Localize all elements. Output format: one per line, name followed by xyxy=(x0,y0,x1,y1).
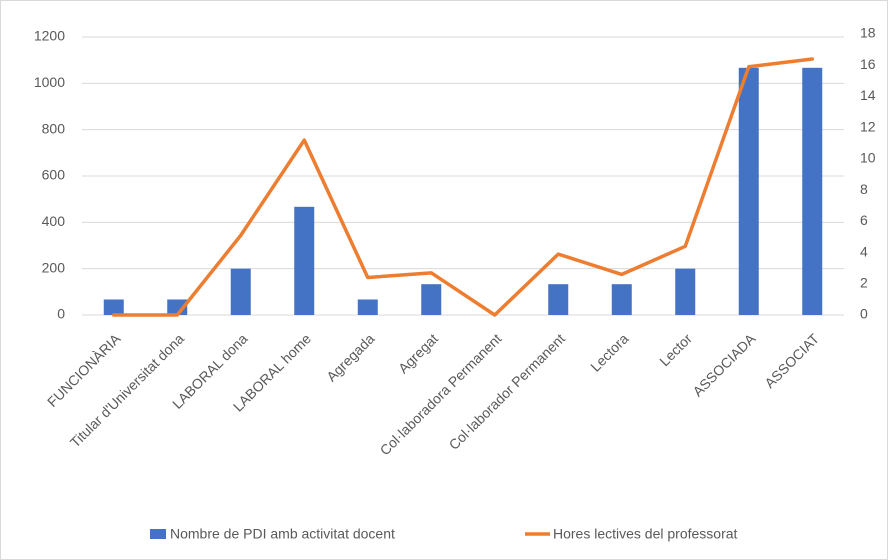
bar xyxy=(802,67,823,315)
bar xyxy=(357,299,378,315)
bar xyxy=(230,268,251,315)
y2-tick-label: 2 xyxy=(860,274,868,290)
legend-label: Nombre de PDI amb activitat docent xyxy=(170,526,395,542)
bar xyxy=(738,67,759,315)
y2-tick-label: 16 xyxy=(860,56,876,72)
y2-tick-label: 12 xyxy=(860,118,876,134)
y2-tick-label: 10 xyxy=(860,150,876,166)
bar xyxy=(421,284,442,315)
y-tick-label: 1200 xyxy=(34,28,65,44)
y2-tick-label: 4 xyxy=(860,243,868,259)
bar xyxy=(611,284,632,315)
y2-tick-label: 18 xyxy=(860,25,876,41)
y2-tick-label: 6 xyxy=(860,212,868,228)
y2-tick-label: 8 xyxy=(860,181,868,197)
bar xyxy=(103,299,124,315)
y2-tick-label: 0 xyxy=(860,306,868,322)
y-tick-label: 0 xyxy=(57,306,65,322)
legend-swatch xyxy=(150,529,166,539)
bar xyxy=(548,284,569,315)
y-tick-label: 1000 xyxy=(34,74,65,90)
bar xyxy=(294,206,315,315)
y-tick-label: 400 xyxy=(42,213,66,229)
line xyxy=(112,57,814,317)
y-tick-label: 800 xyxy=(42,120,66,136)
y-tick-label: 200 xyxy=(42,259,66,275)
bar xyxy=(675,268,696,315)
y-tick-label: 600 xyxy=(42,167,66,183)
y2-tick-label: 14 xyxy=(860,87,876,103)
legend-label: Hores lectives del professorat xyxy=(553,526,738,542)
